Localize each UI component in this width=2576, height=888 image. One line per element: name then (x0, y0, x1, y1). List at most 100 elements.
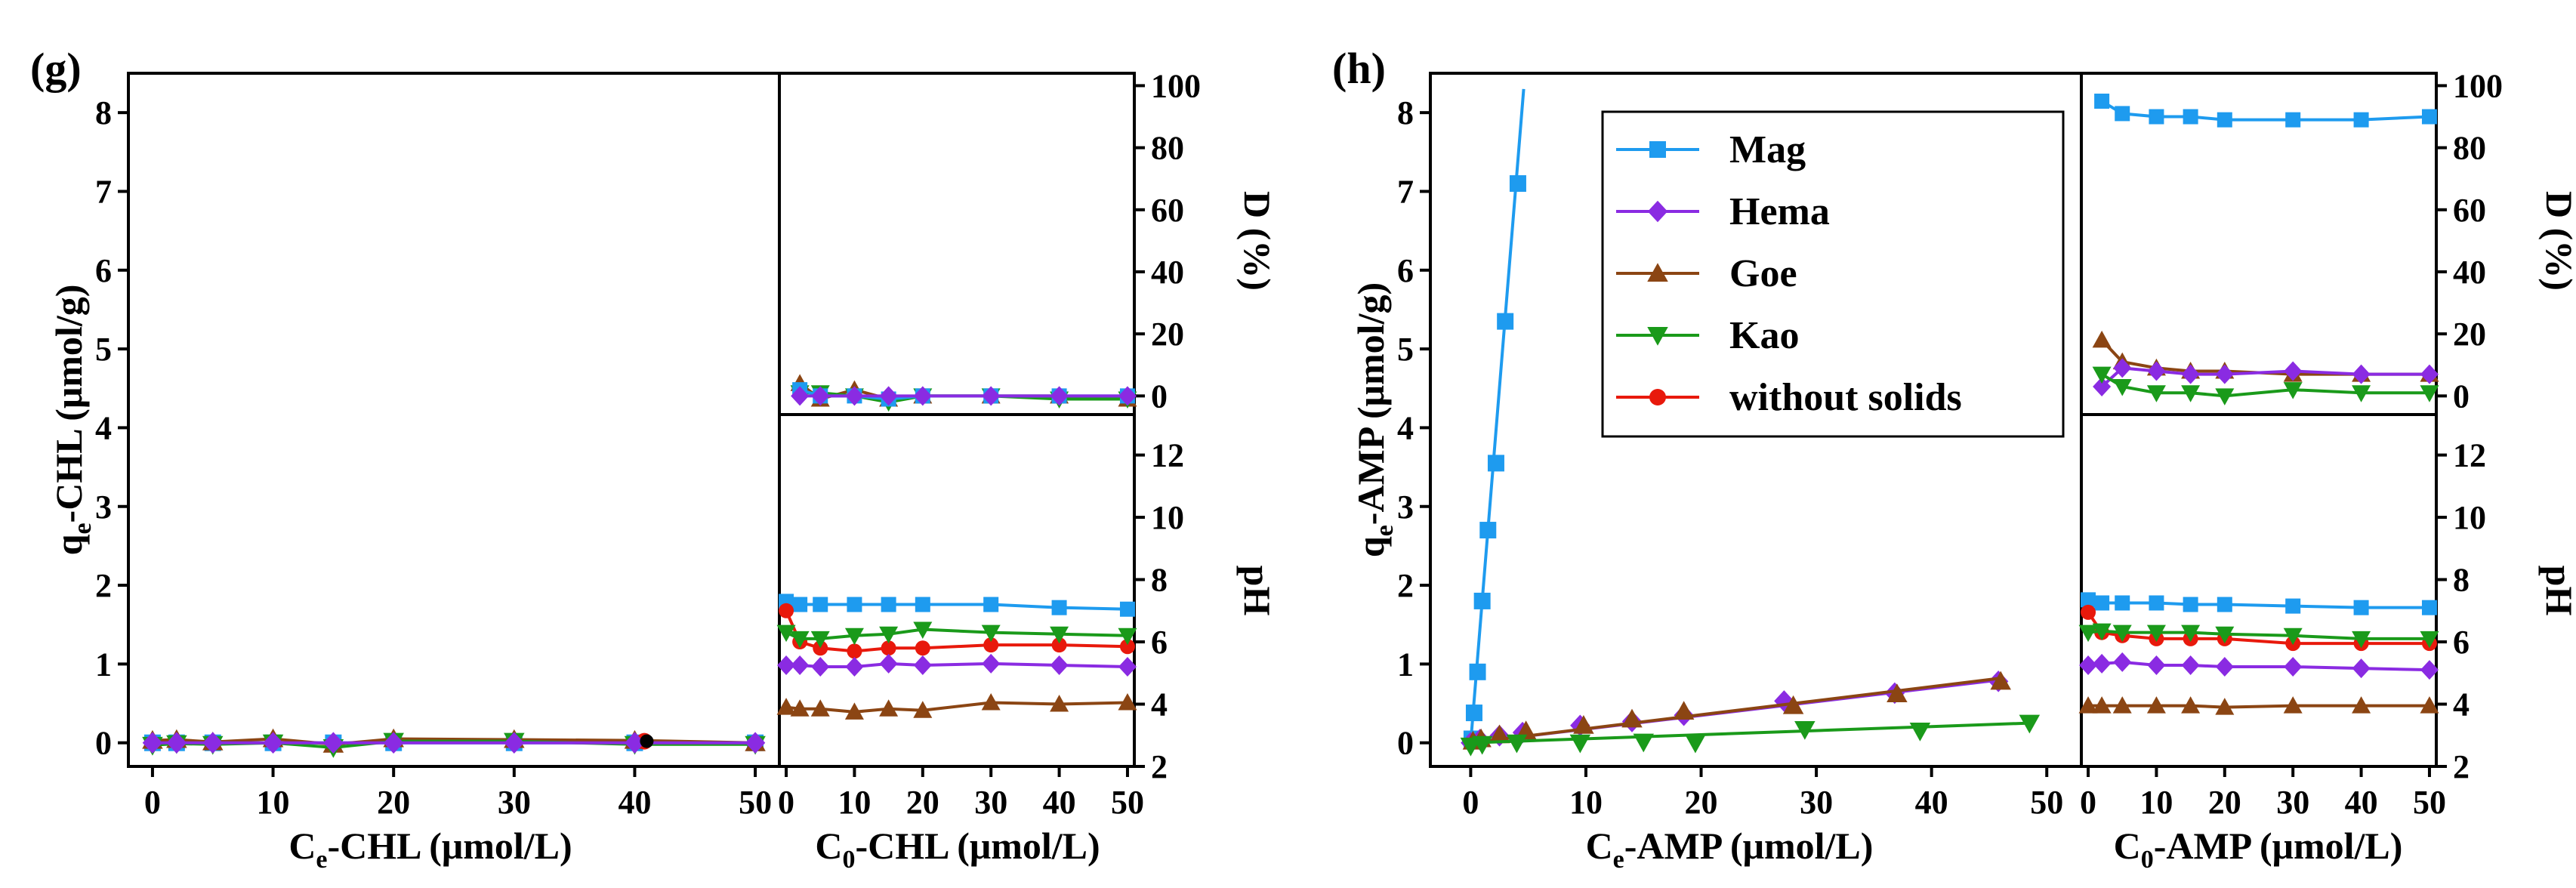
bottom-g-point-without-solids (881, 640, 896, 656)
top-h-point-kao (2092, 366, 2112, 384)
main-h-point-goe (1990, 671, 2011, 690)
legend-marker-hema (1647, 200, 1668, 223)
bottom-h-xtick-label: 0 (2080, 784, 2096, 821)
bottom-g-point-kao (879, 626, 899, 644)
panel-label-g: (g) (30, 44, 82, 93)
main-h-point-kao (1471, 735, 1493, 755)
bottom-g-point-hema (982, 653, 1001, 674)
bottom-g-point-without-solids (847, 643, 862, 659)
bottom-g-point-without-solids (1051, 637, 1067, 653)
top-ylabel-g: D (%) (1236, 191, 1279, 291)
bottom-g-point-hema (879, 653, 898, 674)
top-h-point-hema (2352, 364, 2371, 384)
bottom-g-point-hema (913, 655, 932, 675)
main-h-point-kao (1685, 734, 1706, 754)
bottom-g-point-goe (1118, 692, 1137, 711)
bottom-h-point-hema (2284, 657, 2303, 677)
main-g-point-hema (383, 732, 404, 754)
bottom-h-ytick-label: 10 (2453, 499, 2486, 536)
legend-label-mag: Mag (1729, 128, 1806, 171)
bottom-h-point-goe (2078, 696, 2098, 714)
bottom-g-ytick-label: 12 (1151, 437, 1184, 474)
bottom-h-xtick-label: 40 (2345, 784, 2378, 821)
main-g-xtick-label: 50 (739, 784, 772, 821)
bottom-g-point-kao (1118, 627, 1137, 646)
main-h-ytick-label: 8 (1397, 94, 1414, 131)
top-h-point-kao (2146, 385, 2166, 402)
top-h-point-mag (2353, 112, 2369, 128)
top-g-point-hema (913, 386, 932, 406)
bottom-h-point-mag (2149, 595, 2164, 611)
main-h-point-kao (2019, 714, 2041, 734)
bottom-g-point-kao (1050, 626, 1069, 644)
main-g-point-hema (504, 732, 525, 754)
bottom-g-ytick-label: 6 (1151, 624, 1168, 661)
bottom-g-point-mag (1051, 600, 1067, 615)
top-h-point-kao (2112, 379, 2132, 396)
legend-marker-kao (1647, 327, 1668, 346)
top-h-point-kao (2215, 388, 2235, 405)
bottom-g-xtick-label: 0 (778, 784, 794, 821)
bottom-g-xtick-label: 10 (838, 784, 871, 821)
main-h-point-mag (1497, 313, 1514, 330)
main-h-point-mag (1479, 522, 1497, 539)
top-g-point-hema (791, 386, 810, 406)
bottom-h-point-hema (2352, 658, 2371, 679)
main-g-ytick-label: 6 (95, 252, 112, 289)
bottom-g-point-hema (845, 657, 864, 677)
main-h-xtick-label: 0 (1462, 784, 1479, 821)
main-series-h (1460, 88, 2041, 757)
top-g-ytick-label: 80 (1151, 130, 1184, 167)
bottom-h-point-hema (2147, 655, 2166, 675)
bottom-series-g (776, 594, 1137, 720)
main-g-ytick-label: 1 (95, 646, 112, 683)
main-g-point-hema (263, 732, 283, 754)
bottom-h-point-kao (2146, 624, 2166, 643)
main-y-ticks-g: 0 1 2 3 4 5 6 7 8 (95, 94, 128, 762)
bottom-g-point-kao (844, 627, 864, 646)
bottom-x-ticks-g: 0 10 20 30 40 50 (778, 766, 1144, 821)
bottom-h-xtick-label: 10 (2139, 784, 2173, 821)
top-h-line-kao (2101, 372, 2429, 398)
bottom-g-xtick-label: 30 (974, 784, 1007, 821)
bottom-g-point-mag (915, 597, 930, 612)
top-h-point-hema (2215, 364, 2234, 384)
main-g-xtick-label: 20 (377, 784, 410, 821)
top-h-point-mag (2183, 109, 2198, 125)
bottom-h-xtick-label: 30 (2276, 784, 2309, 821)
bottom-g-xtick-label: 50 (1111, 784, 1144, 821)
legend-label-kao: Kao (1729, 314, 1799, 357)
top-h-ytick-label: 0 (2453, 378, 2470, 415)
bottom-h-ytick-label: 8 (2453, 562, 2470, 599)
main-g-point-hema (166, 732, 187, 754)
main-h-ytick-label: 5 (1397, 331, 1414, 368)
bottom-h-point-mag (2217, 597, 2232, 612)
bottom-h-point-goe (2181, 696, 2201, 714)
bottom-h-point-mag (2115, 595, 2130, 611)
main-g-xtick-label: 0 (144, 784, 161, 821)
bottom-h-xtick-label: 50 (2413, 784, 2446, 821)
main-h-point-mag (1469, 663, 1486, 680)
bottom-h-point-kao (2215, 626, 2235, 644)
bottom-g-ytick-label: 4 (1151, 686, 1168, 723)
bottom-ylabel-h: pH (2538, 566, 2576, 616)
bottom-g-point-mag (1119, 601, 1135, 617)
top-y-ticks-h: 0 20 40 60 80 100 (2436, 67, 2503, 415)
top-g-ytick-label: 40 (1151, 254, 1184, 291)
bottom-g-point-without-solids (983, 637, 999, 653)
top-g-point-hema (811, 386, 830, 406)
main-h-point-kao (1794, 720, 1816, 740)
bottom-g-point-without-solids (915, 640, 930, 656)
main-h-ytick-label: 7 (1397, 173, 1414, 210)
bottom-h-line-hema (2087, 660, 2430, 672)
main-g-point-hema (625, 732, 645, 754)
bottom-h-point-kao (2112, 624, 2132, 643)
bottom-h-point-kao (2181, 624, 2201, 643)
legend-label-goe: Goe (1729, 252, 1797, 295)
top-h-ytick-label: 20 (2453, 316, 2486, 353)
bottom-g-point-goe (1050, 695, 1069, 712)
bottom-h-point-mag (2183, 597, 2198, 612)
bottom-h-ytick-label: 4 (2453, 686, 2470, 723)
bottom-xlabel-g: C0-CHL (μmol/L) (815, 825, 1100, 874)
top-h-ytick-label: 100 (2453, 67, 2503, 104)
